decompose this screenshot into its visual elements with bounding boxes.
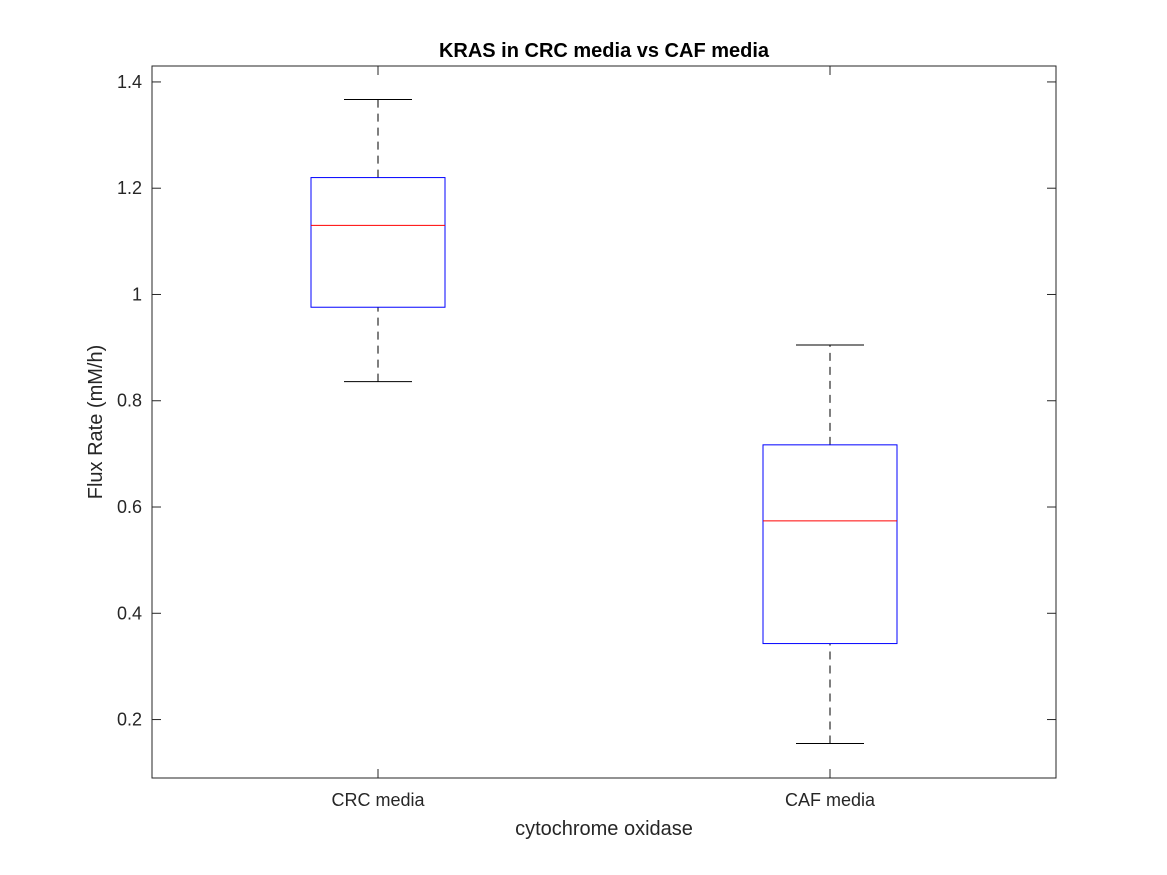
x-tick-label: CRC media	[331, 790, 425, 810]
y-tick-label: 1.2	[117, 178, 142, 198]
y-tick-label: 0.8	[117, 391, 142, 411]
y-tick-label: 1	[132, 284, 142, 304]
y-tick-label: 0.4	[117, 603, 142, 623]
x-axis: CRC media CAF media	[331, 66, 876, 810]
plot-area-frame	[151, 65, 1057, 779]
x-tick-label: CAF media	[785, 790, 876, 810]
box-2	[762, 344, 898, 744]
iqr-box	[310, 177, 446, 308]
boxes	[310, 98, 898, 744]
y-tick-label: 1.4	[117, 72, 142, 92]
x-axis-title: cytochrome oxidase	[515, 818, 693, 840]
iqr-box	[762, 444, 898, 645]
y-axis: 0.2 0.4 0.6 0.8 1 1.2 1.4	[117, 72, 1056, 730]
y-tick-label: 0.6	[117, 497, 142, 517]
chart-title: KRAS in CRC media vs CAF media	[439, 40, 770, 62]
box-1	[310, 98, 446, 383]
y-axis-title: Flux Rate (mM/h)	[85, 345, 107, 499]
y-tick-label: 0.2	[117, 710, 142, 730]
